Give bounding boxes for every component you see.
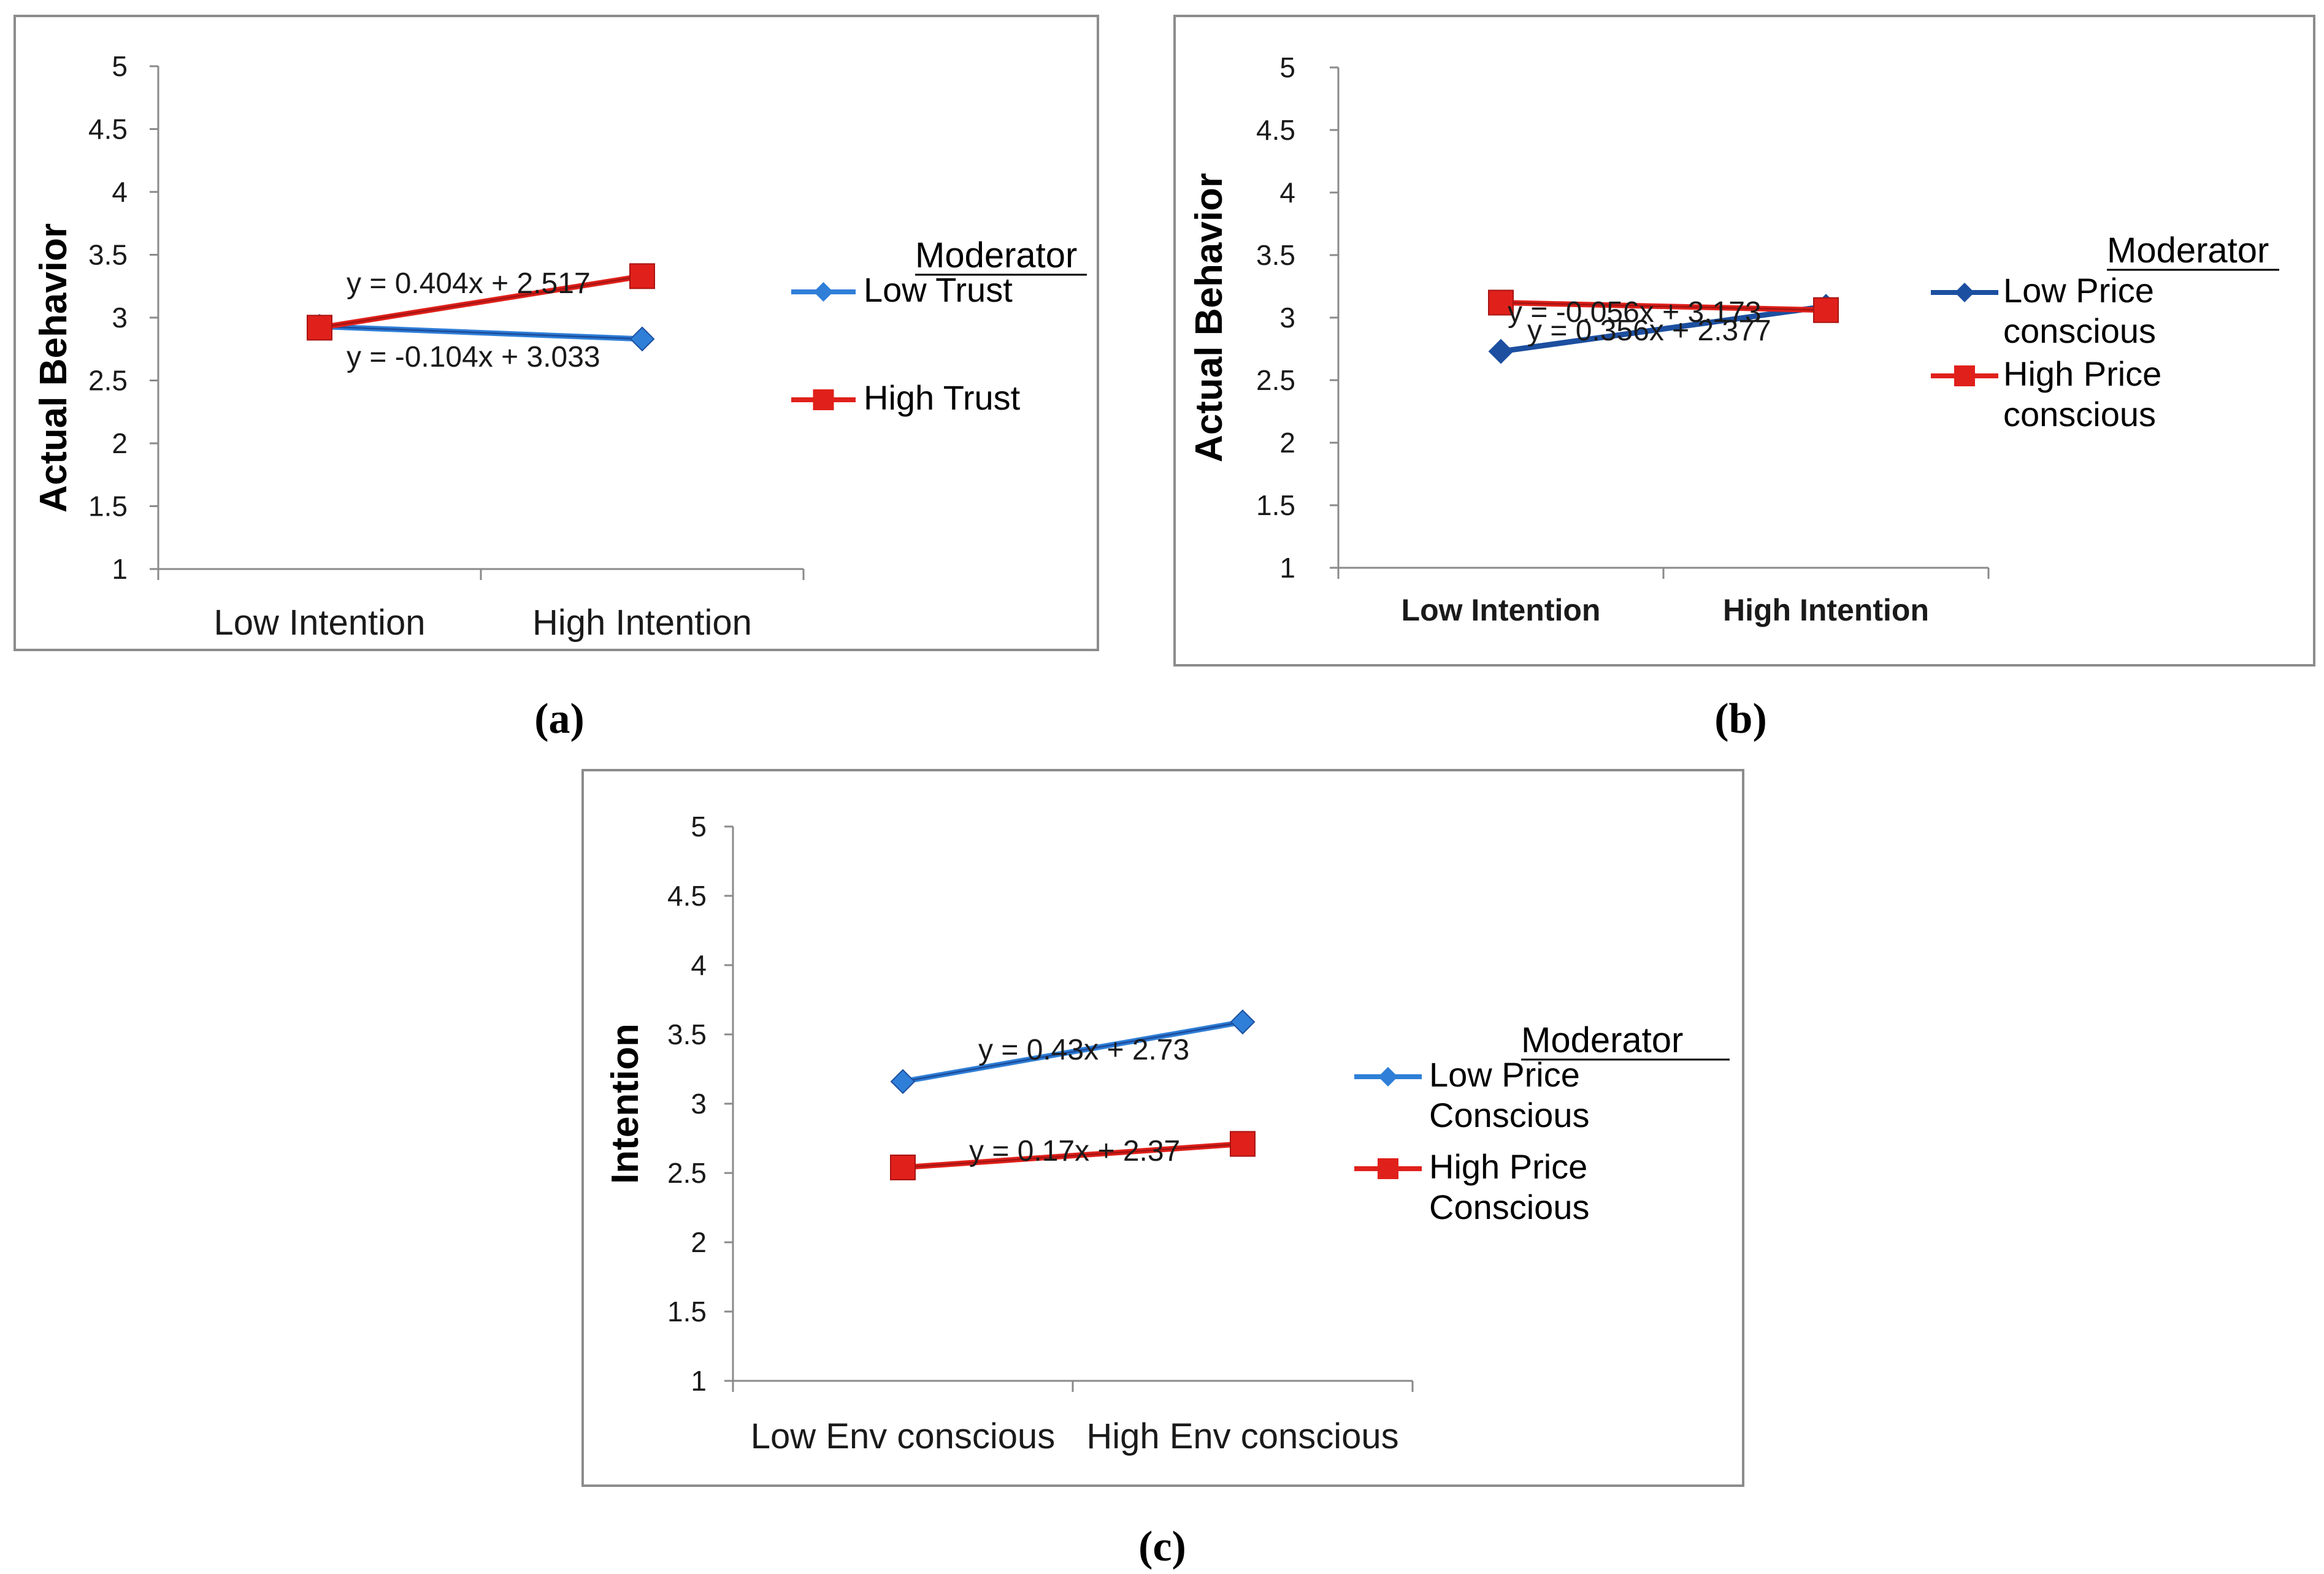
legend-label: Low Price conscious (2003, 271, 2156, 350)
y-tick-label: 1 (112, 553, 128, 585)
legend-label-line: Conscious (1429, 1096, 1589, 1134)
trendline-low (319, 325, 643, 340)
trendline-high (1500, 302, 1827, 311)
legend-diamond-marker (1955, 283, 1974, 302)
legend-square-marker (813, 389, 834, 410)
y-axis-title: Actual Behavior (33, 223, 75, 513)
panel-frame (1173, 15, 2315, 667)
data-point-diamond (1488, 338, 1514, 364)
y-tick-label: 2.5 (667, 1157, 707, 1189)
legend-diamond-marker (813, 282, 834, 302)
legend-title: Moderator (915, 235, 1077, 275)
chart-panel-c: 1 1.5 2 2.5 3 3.5 4 4.5 5 Low Env conscious High E… (581, 769, 1744, 1570)
y-tick-label: 4.5 (88, 113, 128, 145)
x-category-label: High Env conscious (1086, 1416, 1398, 1456)
legend-title: Moderator (1521, 1020, 1683, 1060)
trendline-equation: y = -0.056x + 3.173 (1508, 296, 1762, 329)
trendline-high (902, 1143, 1243, 1169)
y-tick-label: 4 (691, 949, 707, 981)
data-point-square (307, 315, 332, 341)
y-tick-label: 3 (691, 1088, 707, 1120)
y-tick-label: 4.5 (667, 880, 707, 912)
panel-caption: (a) (534, 695, 585, 743)
y-tick-label: 2 (1279, 427, 1295, 459)
legend-title: Moderator (2107, 231, 2269, 270)
data-point-square (890, 1154, 916, 1180)
y-tick-label: 4.5 (1256, 114, 1295, 146)
trendline-low (902, 1021, 1243, 1083)
y-axis-title: Intention (604, 1023, 646, 1184)
legend-label: Low Trust (864, 270, 1013, 309)
panel-caption: (c) (1138, 1523, 1186, 1570)
legend-label-line: Low Price (1429, 1055, 1580, 1094)
legend-label-line: conscious (2003, 395, 2156, 434)
legend-diamond-marker (1378, 1067, 1398, 1087)
panel-frame (581, 769, 1744, 1487)
y-tick-label: 3.5 (1256, 239, 1295, 271)
x-category-label: High Intention (1723, 593, 1929, 627)
y-tick-label: 1 (1279, 552, 1295, 584)
y-tick-label: 2.5 (88, 365, 128, 397)
y-tick-label: 2 (112, 427, 128, 459)
trendline-equation: y = 0.356x + 2.377 (1527, 315, 1771, 347)
y-tick-label: 1 (691, 1365, 707, 1397)
legend-label-line: High Price (1429, 1147, 1587, 1186)
legend-label: High Price conscious (2003, 354, 2161, 434)
y-tick-label: 1.5 (1256, 489, 1295, 521)
y-tick-label: 4 (1279, 177, 1295, 208)
y-tick-label: 2 (691, 1226, 707, 1258)
trendline-low (1500, 305, 1827, 353)
y-tick-label: 3.5 (667, 1018, 707, 1050)
panel-caption: (b) (1714, 695, 1767, 743)
y-tick-label: 2.5 (1256, 364, 1295, 396)
data-point-square (629, 263, 655, 289)
y-tick-label: 5 (1279, 52, 1295, 83)
legend-label-line: High Price (2003, 354, 2161, 393)
trendline-equation: y = 0.17x + 2.37 (969, 1135, 1180, 1167)
legend-label: High Trust (864, 378, 1021, 417)
legend-label-line: conscious (2003, 311, 2156, 350)
y-tick-label: 1.5 (667, 1296, 707, 1328)
x-category-label: Low Intention (213, 603, 425, 643)
data-point-square (1230, 1131, 1256, 1157)
trendline-equation: y = -0.104x + 3.033 (347, 341, 600, 373)
data-point-square (1813, 297, 1839, 323)
data-point-diamond (1230, 1009, 1256, 1035)
data-point-square (1488, 289, 1514, 316)
trendline-high (319, 275, 643, 329)
data-point-diamond (629, 326, 655, 352)
y-tick-label: 3.5 (88, 239, 128, 271)
legend-label-line: Low Price (2003, 271, 2154, 310)
y-axis-title: Actual Behavior (1188, 173, 1230, 462)
legend-square-marker (1378, 1158, 1398, 1179)
x-category-label: Low Intention (1402, 593, 1601, 627)
y-tick-label: 5 (112, 50, 128, 82)
y-tick-label: 3 (1279, 302, 1295, 334)
legend-label-line: Conscious (1429, 1188, 1589, 1226)
x-category-label: High Intention (532, 603, 752, 643)
trendline-equation: y = 0.43x + 2.73 (978, 1034, 1189, 1066)
legend-label: Low Price Conscious (1429, 1055, 1589, 1134)
legend-square-marker (1954, 365, 1975, 386)
y-tick-label: 5 (691, 811, 707, 842)
chart-panel-b: 1 1.5 2 2.5 3 3.5 4 4.5 5 Low Intention High Inten… (1173, 15, 2315, 743)
y-tick-label: 1.5 (88, 491, 128, 522)
y-tick-label: 4 (112, 176, 128, 208)
data-point-diamond (890, 1069, 916, 1095)
trendline-equation: y = 0.404x + 2.517 (347, 267, 591, 300)
x-category-label: Low Env conscious (751, 1416, 1055, 1456)
chart-panel-a: 1 1.5 2 2.5 3 3.5 4 4.5 5 Low Intention High Inten… (13, 15, 1099, 743)
y-tick-label: 3 (112, 302, 128, 334)
legend-label: High Price Conscious (1429, 1147, 1589, 1226)
